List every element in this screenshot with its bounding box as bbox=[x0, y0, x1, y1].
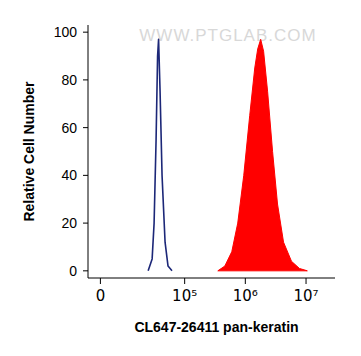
chart: WWW.PTGLAB.COM 0 20 40 60 80 100 0 10⁵ 10⁶ 10⁷ CL64… bbox=[0, 0, 361, 356]
x-axis bbox=[88, 278, 335, 279]
x-tick bbox=[306, 278, 307, 284]
y-tick-label: 40 bbox=[61, 167, 77, 183]
x-tick-label: 10⁵ bbox=[172, 287, 197, 305]
x-tick-label: 0 bbox=[96, 287, 106, 305]
y-tick-label: 100 bbox=[54, 24, 78, 40]
y-tick bbox=[83, 175, 88, 176]
x-tick bbox=[184, 278, 185, 284]
x-tick-label: 10⁶ bbox=[233, 287, 258, 305]
y-tick bbox=[83, 223, 88, 224]
x-tick-label: 10⁷ bbox=[293, 287, 318, 305]
y-tick bbox=[83, 32, 88, 33]
x-tick bbox=[100, 278, 101, 284]
y-axis bbox=[88, 25, 89, 278]
plot-area bbox=[148, 39, 307, 271]
histogram-area bbox=[218, 39, 308, 271]
watermark: WWW.PTGLAB.COM bbox=[139, 26, 316, 45]
y-tick-label: 60 bbox=[61, 120, 77, 136]
y-tick-label: 80 bbox=[61, 72, 77, 88]
y-tick-label: 20 bbox=[61, 215, 77, 231]
x-tick bbox=[245, 278, 246, 284]
y-tick bbox=[83, 79, 88, 80]
x-axis-label: CL647-26411 pan-keratin bbox=[134, 319, 298, 335]
y-tick-label: 0 bbox=[69, 263, 77, 279]
histogram-line bbox=[148, 39, 172, 271]
y-tick bbox=[83, 270, 88, 271]
y-tick bbox=[83, 127, 88, 128]
y-axis-label: Relative Cell Number bbox=[21, 81, 37, 222]
